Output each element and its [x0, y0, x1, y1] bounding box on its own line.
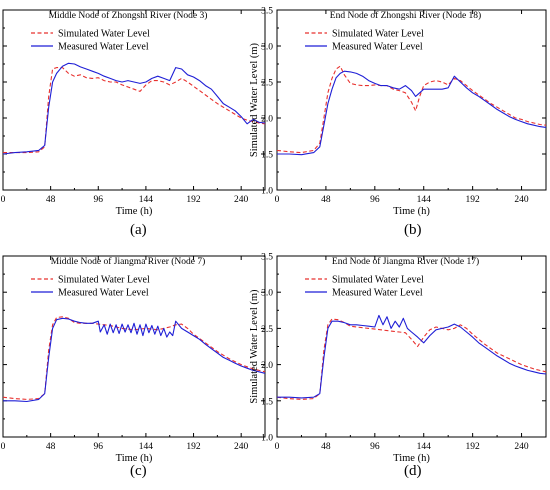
- measured-series-line: [277, 314, 547, 399]
- x-axis-label: Time (h): [116, 453, 153, 464]
- measured-series-line: [277, 70, 547, 156]
- x-tick-label: 48: [321, 195, 331, 205]
- x-tick-label: 144: [139, 195, 154, 205]
- legend-label-measured: Measured Water Level: [332, 42, 423, 53]
- x-tick-label: 144: [139, 442, 154, 452]
- chart-panel-4: 0 48 96 144 192 240 1.0 1.5 2.0 2.5 3.0 3.5 Time (h)…: [249, 253, 547, 464]
- measured-series-line: [2, 62, 266, 155]
- x-tick-label: 192: [466, 195, 481, 205]
- x-tick-label: 0: [275, 195, 280, 205]
- simulated-series-line: [3, 67, 266, 154]
- x-tick-label: 192: [186, 442, 201, 452]
- x-tick-label: 0: [1, 442, 6, 452]
- x-tick-label: 192: [466, 442, 481, 452]
- x-tick-label: 96: [94, 195, 104, 205]
- y-tick-label: 3.5: [261, 7, 273, 17]
- panel-letter-b: (b): [404, 222, 422, 238]
- legend-label-simulated: Simulated Water Level: [332, 29, 424, 40]
- x-tick-label: 144: [417, 442, 432, 452]
- x-tick-label: 240: [234, 195, 249, 205]
- x-tick-label: 48: [46, 442, 56, 452]
- simulated-series-line: [2, 316, 266, 400]
- x-tick-label: 48: [46, 195, 56, 205]
- chart-title: End Node of Zhongshi River (Node 18): [330, 10, 481, 21]
- chart-panel-2: 0 48 96 144 192 240 1.0 1.5 2.0 2.5 3.0 3.5 Time (h)…: [249, 7, 547, 217]
- x-tick-label: 240: [234, 442, 249, 452]
- legend-label-measured: Measured Water Level: [58, 42, 149, 53]
- panel-letter-d: (d): [404, 463, 422, 479]
- x-tick-label: 192: [186, 195, 201, 205]
- y-tick-label: 2.5: [261, 79, 273, 89]
- x-tick-label: 144: [417, 195, 432, 205]
- legend-label-measured: Measured Water Level: [332, 288, 423, 299]
- legend-label-simulated: Simulated Water Level: [58, 29, 150, 40]
- y-tick-label: 1.5: [261, 151, 273, 161]
- legend-label-simulated: Simulated Water Level: [58, 275, 150, 286]
- x-tick-label: 96: [370, 195, 380, 205]
- x-tick-label: 96: [94, 442, 104, 452]
- x-tick-label: 96: [370, 442, 380, 452]
- y-tick-label: 1.0: [261, 187, 273, 197]
- y-tick-label: 1.5: [261, 397, 273, 407]
- simulated-series-line: [276, 318, 547, 400]
- x-tick-label: 240: [514, 442, 529, 452]
- legend-label-measured: Measured Water Level: [58, 288, 149, 299]
- simulated-series-line: [276, 65, 547, 154]
- measured-series-line: [3, 317, 266, 403]
- y-tick-label: 2.0: [261, 361, 273, 371]
- y-tick-label: 3.0: [261, 43, 273, 53]
- y-axis-label: Simulated Water Level (m): [249, 42, 260, 157]
- y-axis-label: Simulated Water Level (m): [249, 289, 260, 404]
- y-tick-label: 3.5: [261, 253, 273, 263]
- x-tick-label: 0: [1, 195, 6, 205]
- y-tick-label: 1.0: [261, 434, 273, 444]
- panel-letter-c: (c): [130, 463, 147, 479]
- chart-title: Middle Node of Zhongshi River (Node 3): [49, 10, 208, 21]
- x-tick-label: 48: [321, 442, 331, 452]
- x-axis-label: Time (h): [393, 453, 430, 464]
- chart-title: End Node of Jiangma River (Node 17): [332, 256, 479, 267]
- legend-label-simulated: Simulated Water Level: [332, 275, 424, 286]
- panel-letter-a: (a): [130, 222, 147, 238]
- y-tick-label: 2.0: [261, 115, 273, 125]
- y-tick-label: 2.5: [261, 325, 273, 335]
- chart-title: Middle Node of Jiangma River (Node 7): [51, 256, 206, 267]
- x-tick-label: 0: [275, 442, 280, 452]
- y-tick-label: 3.0: [261, 289, 273, 299]
- x-tick-label: 240: [514, 195, 529, 205]
- x-axis-label: Time (h): [116, 206, 153, 217]
- x-axis-label: Time (h): [393, 206, 430, 217]
